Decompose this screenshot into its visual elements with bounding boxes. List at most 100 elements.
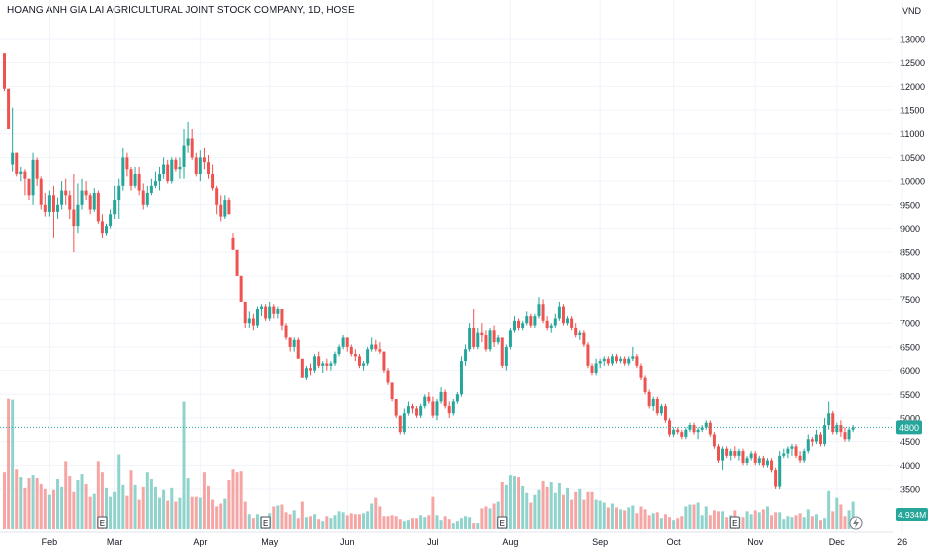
volume-bar [663,514,667,529]
volume-bar [419,515,423,529]
candle-body [64,190,68,196]
candle-body [423,396,427,407]
candle-body [749,453,753,459]
volume-bar [223,498,227,529]
x-tick-label: Mar [107,537,123,547]
candle-body [851,427,855,430]
candle-body [215,188,219,205]
candle-body [549,325,553,328]
candle-body [582,332,586,345]
volume-bar [492,503,496,529]
candle-body [468,327,472,350]
candle-body [419,406,423,416]
y-tick-label: 10000 [900,177,925,187]
candle-body [390,382,394,399]
volume-bar [668,517,672,529]
volume-bar [549,481,553,529]
volume-bar [684,506,688,529]
volume-bar [137,499,141,529]
candle-body [39,178,43,205]
earnings-marker[interactable] [260,516,271,529]
candle-body [847,429,851,440]
candle-body [68,195,72,210]
volume-bar [647,515,651,529]
candle-body [304,368,308,378]
candle-body [182,145,186,167]
volume-bar [761,509,765,529]
candle-body [133,174,137,186]
candle-body [643,377,647,392]
candle-body [590,365,594,373]
volume-bar [337,511,341,529]
candle-body [60,190,64,205]
x-tick-label: 26 [897,537,907,547]
candle-body [378,349,382,352]
candle-body [11,152,15,165]
earnings-marker[interactable] [497,516,508,529]
candle-body [137,174,141,191]
lightning-icon-glyph [853,518,859,528]
candle-body [529,316,533,326]
candle-body [757,458,761,463]
candle-body [27,178,31,196]
y-tick-label: 6000 [900,366,920,376]
volume-bar [190,496,194,529]
candle-body [737,451,741,456]
candle-body [247,318,251,324]
volume-bar [431,496,435,529]
candle-body [639,365,643,378]
earnings-marker[interactable] [729,516,740,529]
x-tick-label: Nov [747,537,764,547]
candle-body [239,275,243,302]
volume-bar [704,506,708,529]
volume-bar [11,399,15,529]
volume-bar [741,517,745,529]
volume-bar [798,513,802,529]
y-tick-label: 11000 [900,129,924,139]
candle-body [223,200,227,217]
y-tick-label: 8500 [900,248,920,258]
candle-body [255,309,259,326]
volume-bar [309,516,312,529]
volume-bar [639,506,643,529]
candle-body [561,306,565,324]
volume-bar [133,484,137,529]
candle-body [100,221,104,234]
volume-bar [402,521,406,529]
candle-body [827,413,831,426]
volume-bar [606,507,610,529]
x-tick-label: Jun [340,537,355,547]
candle-body [190,138,194,158]
candle-body [35,159,39,179]
candle-body [729,451,733,456]
candle-body [337,346,341,354]
volume-bar [598,500,602,529]
candle-body [651,399,655,407]
candle-body [810,439,814,442]
candle-body [570,318,574,328]
earnings-marker[interactable] [97,516,108,529]
earnings-marker-label: E [263,519,268,528]
candle-body [174,159,178,170]
volume-bar [570,499,574,529]
volume-bar [243,501,247,529]
volume-bar [774,512,778,529]
candle-body [623,358,627,364]
volume-bar [757,512,761,529]
candle-body [353,354,357,357]
candle-body [692,425,696,433]
y-tick-label: 12000 [900,82,925,92]
candle-body [141,190,145,205]
volume-bar [851,501,855,529]
volume-bar [3,472,6,529]
volume-tag-label: 4.934M [898,510,926,520]
volume-bar [835,497,839,529]
candle-body [280,309,284,326]
volume-bar [325,516,329,529]
candle-body [333,354,337,364]
candle-body [427,396,431,402]
volume-bar [582,499,586,529]
volume-bar [451,523,455,529]
volume-bar [631,505,635,529]
